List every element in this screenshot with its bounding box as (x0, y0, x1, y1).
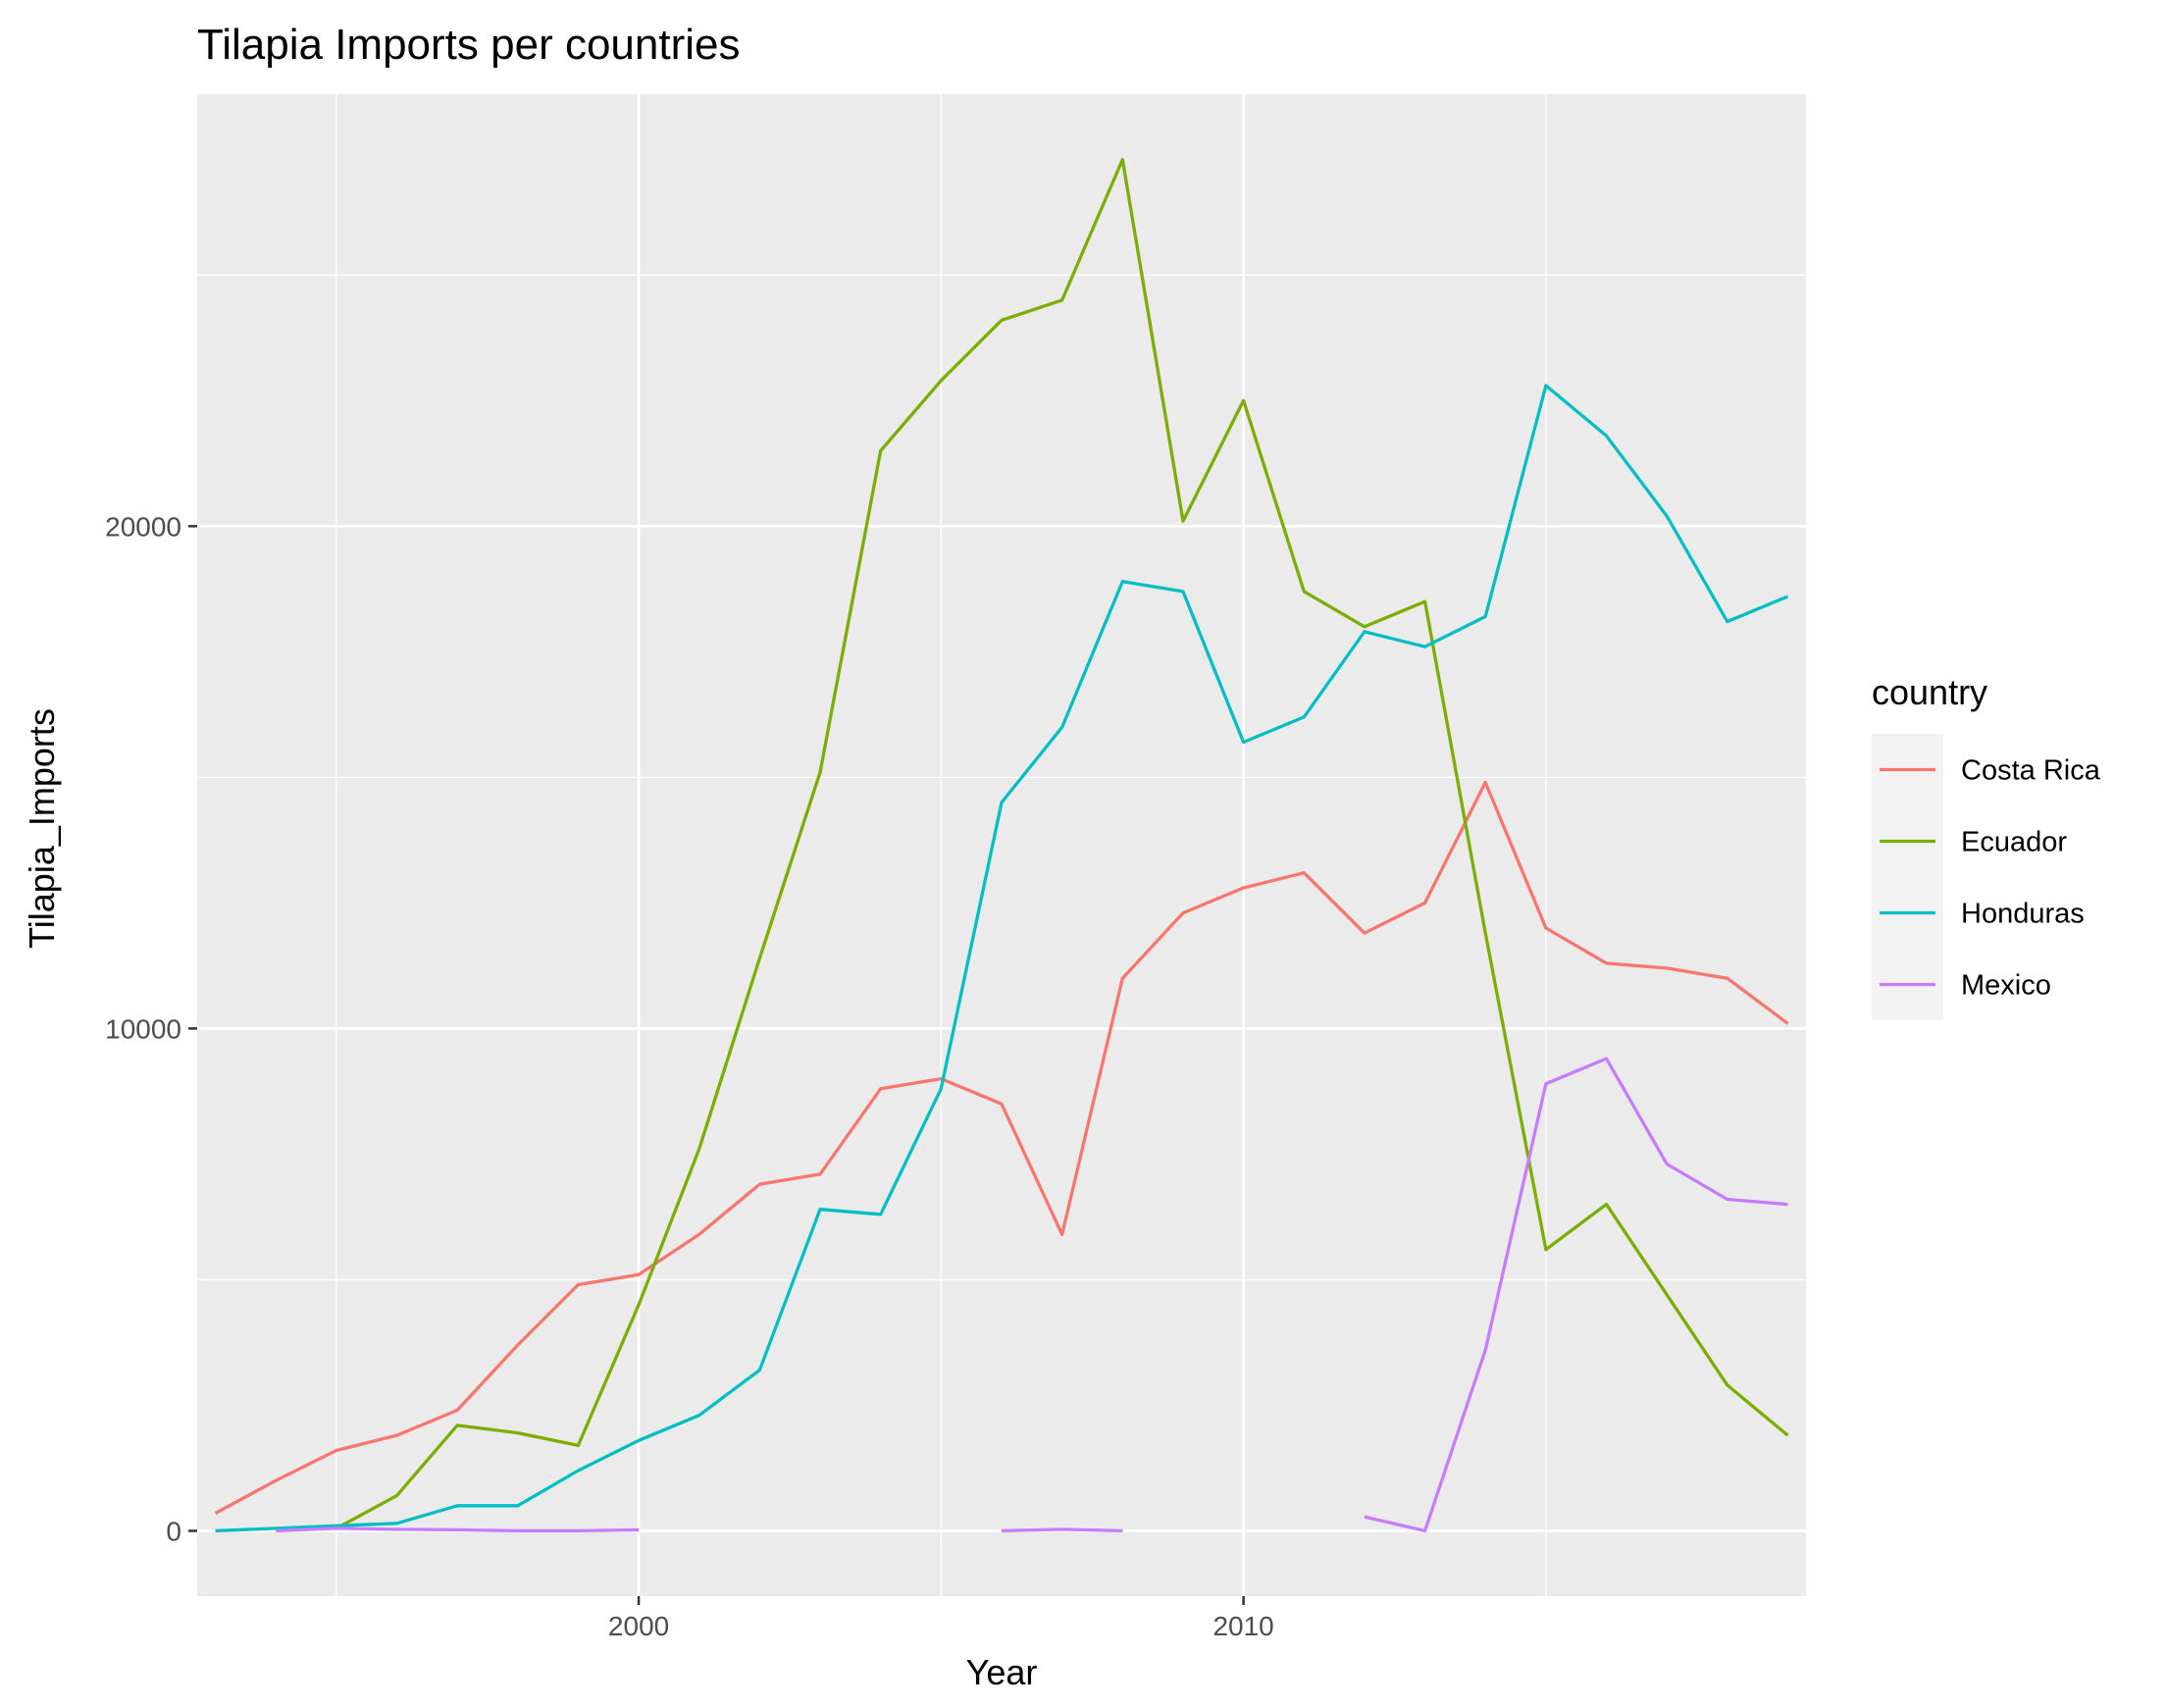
legend-label: Mexico (1961, 970, 2051, 1002)
series-line-ecuador (335, 157, 1789, 1530)
series-line-mexico (1001, 1527, 1123, 1533)
y-tick-label: 20000 (105, 511, 181, 542)
legend-items: Costa Rica Ecuador Honduras Mexico (1872, 734, 2101, 1020)
series-lines (214, 157, 1789, 1533)
series-line-mexico (1364, 1057, 1788, 1533)
legend: country Costa Rica Ecuador Honduras Mexico (1872, 672, 2101, 1020)
series-line-mexico (276, 1527, 640, 1533)
tick-labels: 2000 2010 0 10000 20000 (105, 511, 1274, 1641)
legend-label: Ecuador (1961, 827, 2067, 858)
legend-title: country (1872, 672, 1987, 712)
legend-label: Honduras (1961, 899, 2085, 930)
plot-panel (197, 94, 1806, 1596)
axis-ticks (188, 525, 1245, 1605)
x-tick-label: 2010 (1212, 1611, 1273, 1641)
chart-title: Tilapia Imports per countries (197, 21, 740, 69)
legend-label: Costa Rica (1961, 755, 2101, 787)
minor-gridlines (197, 94, 1806, 1596)
x-tick-label: 2000 (608, 1611, 669, 1641)
series-line-costa-rica (214, 780, 1789, 1515)
x-axis-title: Year (966, 1652, 1038, 1692)
y-axis-title: Tilapia_Imports (22, 708, 62, 949)
y-tick-label: 0 (166, 1516, 181, 1546)
legend-key-background (1872, 734, 1943, 1020)
y-tick-label: 10000 (105, 1013, 181, 1044)
series-line-honduras (215, 384, 1789, 1533)
